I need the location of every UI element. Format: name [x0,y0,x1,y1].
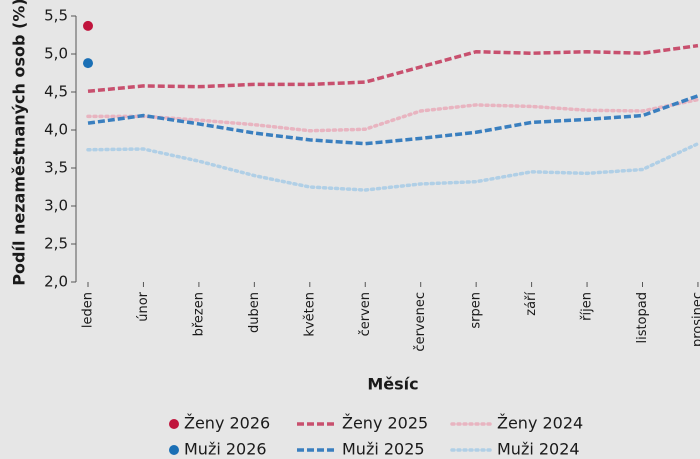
x-tick-label: únor [136,291,151,321]
point [83,58,93,69]
legend-label: Muži 2026 [184,440,267,459]
legend-marker [169,419,179,429]
y-tick-label: 2,0 [44,273,68,291]
y-tick-label: 4,0 [44,121,68,139]
x-axis-title: Měsíc [367,375,418,394]
y-tick-label: 2,5 [44,235,68,253]
x-tick-label: březen [191,292,206,336]
legend-marker [169,445,179,455]
y-tick-label: 5,5 [44,7,68,25]
legend-label: Ženy 2024 [497,414,583,433]
x-tick-label: červen [358,292,373,336]
x-tick-label: prosinec [690,292,700,347]
legend-label: Muži 2024 [497,440,580,459]
y-tick-label: 4,5 [44,83,68,101]
point [83,20,93,31]
x-tick-label: listopad [635,292,650,344]
y-tick-label: 3,5 [44,159,68,177]
series-line [87,43,699,93]
x-tick-label: květen [302,292,317,337]
x-tick-label: duben [247,292,262,333]
x-tick-label: leden [81,292,96,328]
series-line [87,94,699,146]
legend-label: Ženy 2026 [184,414,270,433]
y-tick-label: 5,0 [44,45,68,63]
legend-label: Muži 2025 [342,440,425,459]
x-tick-label: září [524,292,539,316]
series-line [86,97,700,133]
y-tick-label: 3,0 [44,197,68,215]
x-tick-label: srpen [469,292,484,329]
series-line [86,141,700,192]
y-axis-title: Podíl nezaměstnaných osob (%) [10,0,29,286]
x-tick-label: červenec [413,292,428,352]
x-tick-label: říjen [580,292,595,321]
legend-label: Ženy 2025 [342,414,428,433]
